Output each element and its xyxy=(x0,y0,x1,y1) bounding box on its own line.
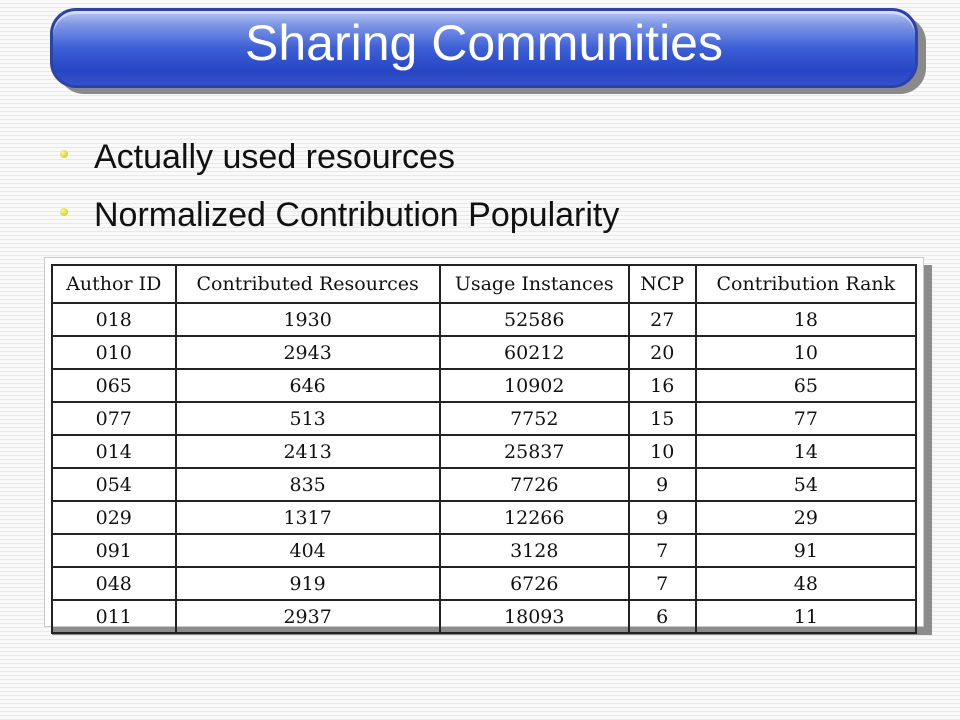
header-contribution-rank: Contribution Rank xyxy=(694,264,918,304)
cell-contribution-rank: 54 xyxy=(694,467,918,502)
cell-usage-instances: 52586 xyxy=(438,302,630,337)
table-row: 091 404 3128 7 91 xyxy=(51,533,918,568)
table-row: 054 835 7726 9 54 xyxy=(51,467,918,502)
bullet-item: Actually used resources xyxy=(60,128,619,186)
cell-author-id: 048 xyxy=(51,566,177,601)
cell-author-id: 029 xyxy=(51,500,177,535)
cell-usage-instances: 3128 xyxy=(438,533,630,568)
table-row: 048 919 6726 7 48 xyxy=(51,566,918,601)
cell-ncp: 16 xyxy=(627,368,697,403)
header-author-id: Author ID xyxy=(51,264,177,304)
table-row: 010 2943 60212 20 10 xyxy=(51,335,918,370)
title-banner: Sharing Communities xyxy=(50,8,926,94)
cell-ncp: 9 xyxy=(627,467,697,502)
bullet-dot-icon xyxy=(60,208,68,216)
cell-ncp: 20 xyxy=(627,335,697,370)
cell-usage-instances: 60212 xyxy=(438,335,630,370)
cell-contributed-resources: 646 xyxy=(174,368,441,403)
cell-author-id: 091 xyxy=(51,533,177,568)
cell-contribution-rank: 11 xyxy=(694,599,918,634)
cell-ncp: 7 xyxy=(627,566,697,601)
cell-contributed-resources: 835 xyxy=(174,467,441,502)
cell-contributed-resources: 404 xyxy=(174,533,441,568)
cell-usage-instances: 18093 xyxy=(438,599,630,634)
cell-contributed-resources: 513 xyxy=(174,401,441,436)
cell-ncp: 10 xyxy=(627,434,697,469)
cell-ncp: 9 xyxy=(627,500,697,535)
cell-ncp: 15 xyxy=(627,401,697,436)
header-contributed-resources: Contributed Resources xyxy=(174,264,441,304)
cell-contributed-resources: 1930 xyxy=(174,302,441,337)
cell-contributed-resources: 1317 xyxy=(174,500,441,535)
cell-contribution-rank: 10 xyxy=(694,335,918,370)
table-header-row: Author ID Contributed Resources Usage In… xyxy=(51,264,918,304)
table-frame: Author ID Contributed Resources Usage In… xyxy=(44,257,924,634)
table-row: 018 1930 52586 27 18 xyxy=(51,302,918,337)
cell-usage-instances: 12266 xyxy=(438,500,630,535)
header-usage-instances: Usage Instances xyxy=(438,264,630,304)
cell-usage-instances: 7752 xyxy=(438,401,630,436)
cell-contribution-rank: 77 xyxy=(694,401,918,436)
cell-usage-instances: 7726 xyxy=(438,467,630,502)
title-banner-pill xyxy=(50,8,918,88)
cell-contribution-rank: 14 xyxy=(694,434,918,469)
bullet-item: Normalized Contribution Popularity xyxy=(60,186,619,244)
cell-author-id: 011 xyxy=(51,599,177,634)
cell-author-id: 065 xyxy=(51,368,177,403)
cell-contributed-resources: 2937 xyxy=(174,599,441,634)
table-row: 029 1317 12266 9 29 xyxy=(51,500,918,535)
bullet-text: Normalized Contribution Popularity xyxy=(94,196,620,234)
cell-contribution-rank: 29 xyxy=(694,500,918,535)
contribution-table: Author ID Contributed Resources Usage In… xyxy=(51,264,918,634)
cell-ncp: 27 xyxy=(627,302,697,337)
bullet-dot-icon xyxy=(60,150,68,158)
cell-author-id: 014 xyxy=(51,434,177,469)
table-row: 065 646 10902 16 65 xyxy=(51,368,918,403)
cell-contribution-rank: 18 xyxy=(694,302,918,337)
header-ncp: NCP xyxy=(627,264,697,304)
cell-author-id: 054 xyxy=(51,467,177,502)
table-row: 077 513 7752 15 77 xyxy=(51,401,918,436)
table-row: 011 2937 18093 6 11 xyxy=(51,599,918,634)
cell-contribution-rank: 48 xyxy=(694,566,918,601)
cell-contributed-resources: 2413 xyxy=(174,434,441,469)
cell-usage-instances: 25837 xyxy=(438,434,630,469)
cell-usage-instances: 10902 xyxy=(438,368,630,403)
cell-author-id: 018 xyxy=(51,302,177,337)
cell-ncp: 7 xyxy=(627,533,697,568)
cell-usage-instances: 6726 xyxy=(438,566,630,601)
slide-title: Sharing Communities xyxy=(245,15,723,71)
bullet-list: Actually used resources Normalized Contr… xyxy=(60,128,619,244)
cell-contributed-resources: 2943 xyxy=(174,335,441,370)
cell-ncp: 6 xyxy=(627,599,697,634)
bullet-text: Actually used resources xyxy=(94,138,455,176)
cell-author-id: 010 xyxy=(51,335,177,370)
cell-contribution-rank: 65 xyxy=(694,368,918,403)
cell-contribution-rank: 91 xyxy=(694,533,918,568)
cell-contributed-resources: 919 xyxy=(174,566,441,601)
table-container: Author ID Contributed Resources Usage In… xyxy=(44,257,932,635)
cell-author-id: 077 xyxy=(51,401,177,436)
table-row: 014 2413 25837 10 14 xyxy=(51,434,918,469)
